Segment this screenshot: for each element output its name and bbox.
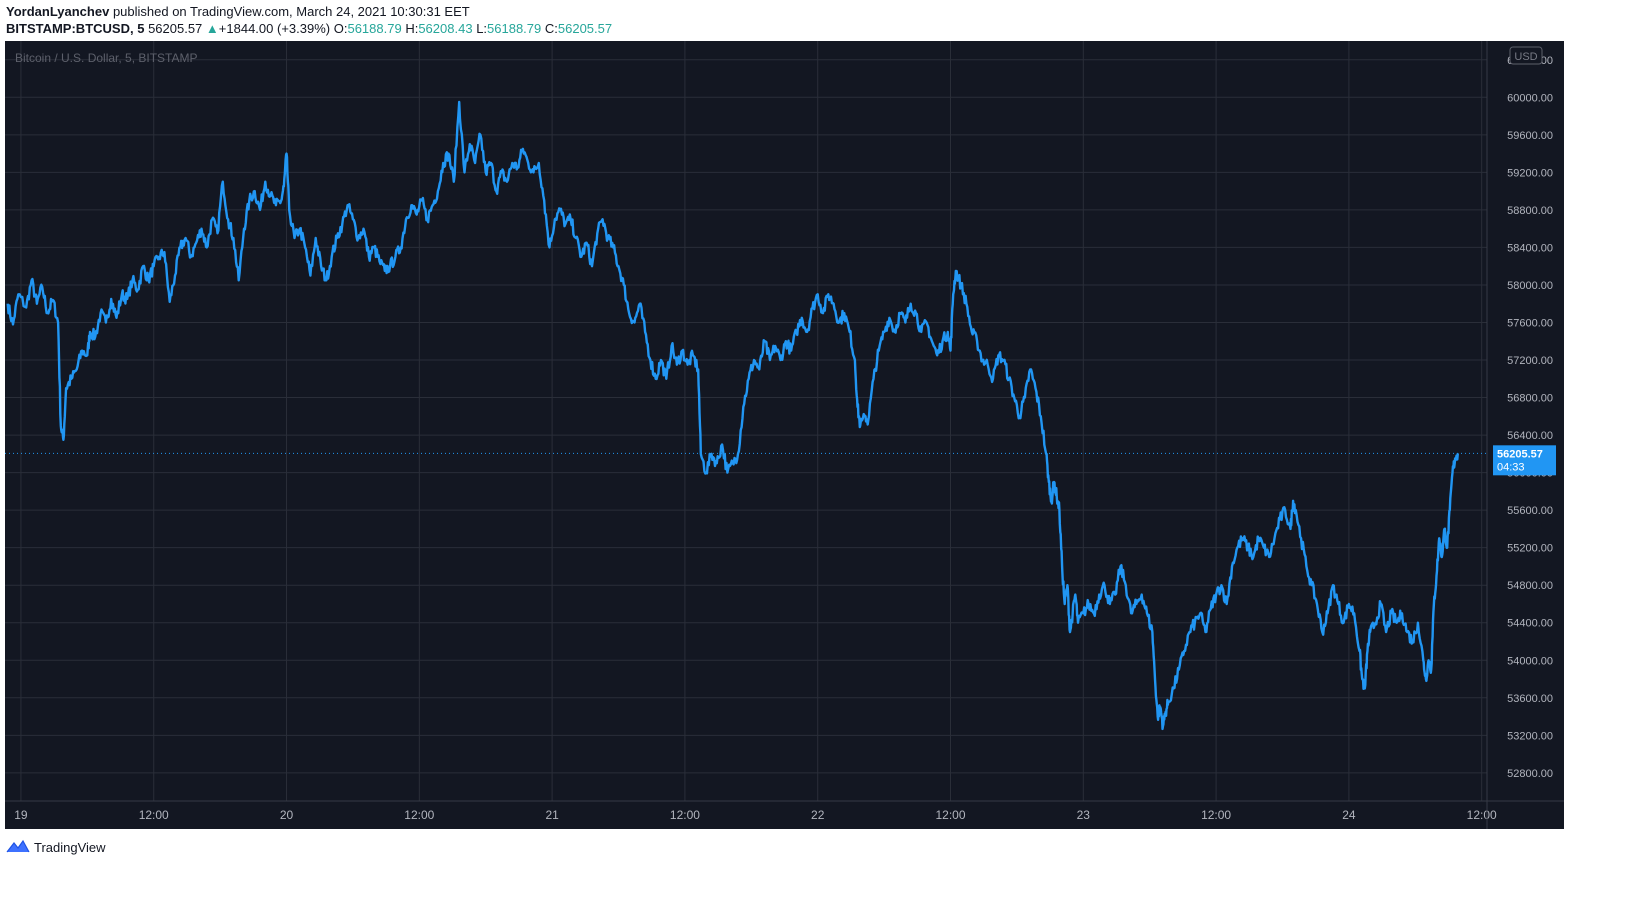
close-label: C: bbox=[544, 21, 558, 36]
chart-svg[interactable]: Bitcoin / U.S. Dollar, 5, BITSTAMP 52800… bbox=[5, 41, 1564, 829]
x-tick-label: 12:00 bbox=[670, 808, 700, 822]
symbol-label[interactable]: BITSTAMP:BTCUSD, 5 bbox=[6, 21, 145, 36]
y-tick-label: 54400.00 bbox=[1507, 618, 1553, 630]
change-arrow-icon: ▲ bbox=[205, 21, 219, 36]
y-tick-label: 53600.00 bbox=[1507, 693, 1553, 705]
y-tick-label: 56800.00 bbox=[1507, 393, 1553, 405]
chart-title: Bitcoin / U.S. Dollar, 5, BITSTAMP bbox=[15, 51, 198, 65]
open-label: O: bbox=[333, 21, 348, 36]
low-value: 56188.79 bbox=[487, 21, 542, 36]
last-price-label: 56205.57 bbox=[1497, 448, 1543, 460]
plot-area bbox=[5, 100, 1487, 731]
grid bbox=[5, 41, 1487, 801]
price-line-BTCUSD bbox=[6, 100, 1459, 731]
x-tick-label: 12:00 bbox=[935, 808, 965, 822]
y-tick-label: 55200.00 bbox=[1507, 543, 1553, 555]
y-tick-label: 58400.00 bbox=[1507, 242, 1553, 254]
ohlc-bar: BITSTAMP:BTCUSD, 5 56205.57 ▲+1844.00 (+… bbox=[6, 21, 612, 36]
y-tick-label: 58800.00 bbox=[1507, 205, 1553, 217]
published-text: published on TradingView.com, March 24, … bbox=[112, 4, 470, 19]
last-price-box bbox=[1493, 445, 1556, 476]
y-tick-label: 56400.00 bbox=[1507, 430, 1553, 442]
author-name[interactable]: YordanLyanchev bbox=[6, 4, 110, 19]
currency-badge[interactable]: USD bbox=[1509, 46, 1543, 65]
price-chart[interactable]: Bitcoin / U.S. Dollar, 5, BITSTAMP 52800… bbox=[5, 41, 1564, 829]
y-tick-label: 60000.00 bbox=[1507, 92, 1553, 104]
high-label: H: bbox=[405, 21, 419, 36]
x-tick-label: 12:00 bbox=[1467, 808, 1497, 822]
x-tick-label: 22 bbox=[811, 808, 825, 822]
tradingview-logo-icon[interactable] bbox=[6, 838, 30, 857]
low-label: L: bbox=[476, 21, 488, 36]
last-price: 56205.57 bbox=[148, 21, 203, 36]
y-tick-label: 55600.00 bbox=[1507, 505, 1553, 517]
y-tick-label: 52800.00 bbox=[1507, 768, 1553, 780]
x-tick-label: 24 bbox=[1342, 808, 1356, 822]
currency-badge-box bbox=[1509, 46, 1543, 65]
y-tick-label: 58000.00 bbox=[1507, 280, 1553, 292]
y-tick-label: 53200.00 bbox=[1507, 730, 1553, 742]
y-tick-label: 59200.00 bbox=[1507, 167, 1553, 179]
footer: TradingView bbox=[6, 837, 106, 857]
x-tick-label: 20 bbox=[280, 808, 294, 822]
tradingview-brand[interactable]: TradingView bbox=[34, 839, 106, 855]
publish-info: YordanLyanchev published on TradingView.… bbox=[6, 4, 470, 19]
x-tick-label: 12:00 bbox=[1201, 808, 1231, 822]
y-tick-label: 54000.00 bbox=[1507, 655, 1553, 667]
open-value: 56188.79 bbox=[347, 21, 402, 36]
y-tick-label: 57600.00 bbox=[1507, 317, 1553, 329]
x-tick-label: 19 bbox=[14, 808, 28, 822]
y-tick-label: 54800.00 bbox=[1507, 580, 1553, 592]
x-tick-label: 21 bbox=[545, 808, 559, 822]
close-value: 56205.57 bbox=[557, 21, 613, 36]
currency-label: USD bbox=[1514, 51, 1537, 63]
countdown-label: 04:33 bbox=[1497, 461, 1525, 473]
y-tick-label: 59600.00 bbox=[1507, 130, 1553, 142]
x-tick-label: 12:00 bbox=[404, 808, 434, 822]
price-change: +1844.00 (+3.39%) bbox=[218, 21, 331, 36]
x-tick-label: 23 bbox=[1077, 808, 1091, 822]
x-tick-label: 12:00 bbox=[139, 808, 169, 822]
y-tick-label: 57200.00 bbox=[1507, 355, 1553, 367]
axes: 52800.00 53200.00 53600.00 54000.00 54400.00… bbox=[5, 41, 1564, 829]
high-value: 56208.43 bbox=[418, 21, 473, 36]
